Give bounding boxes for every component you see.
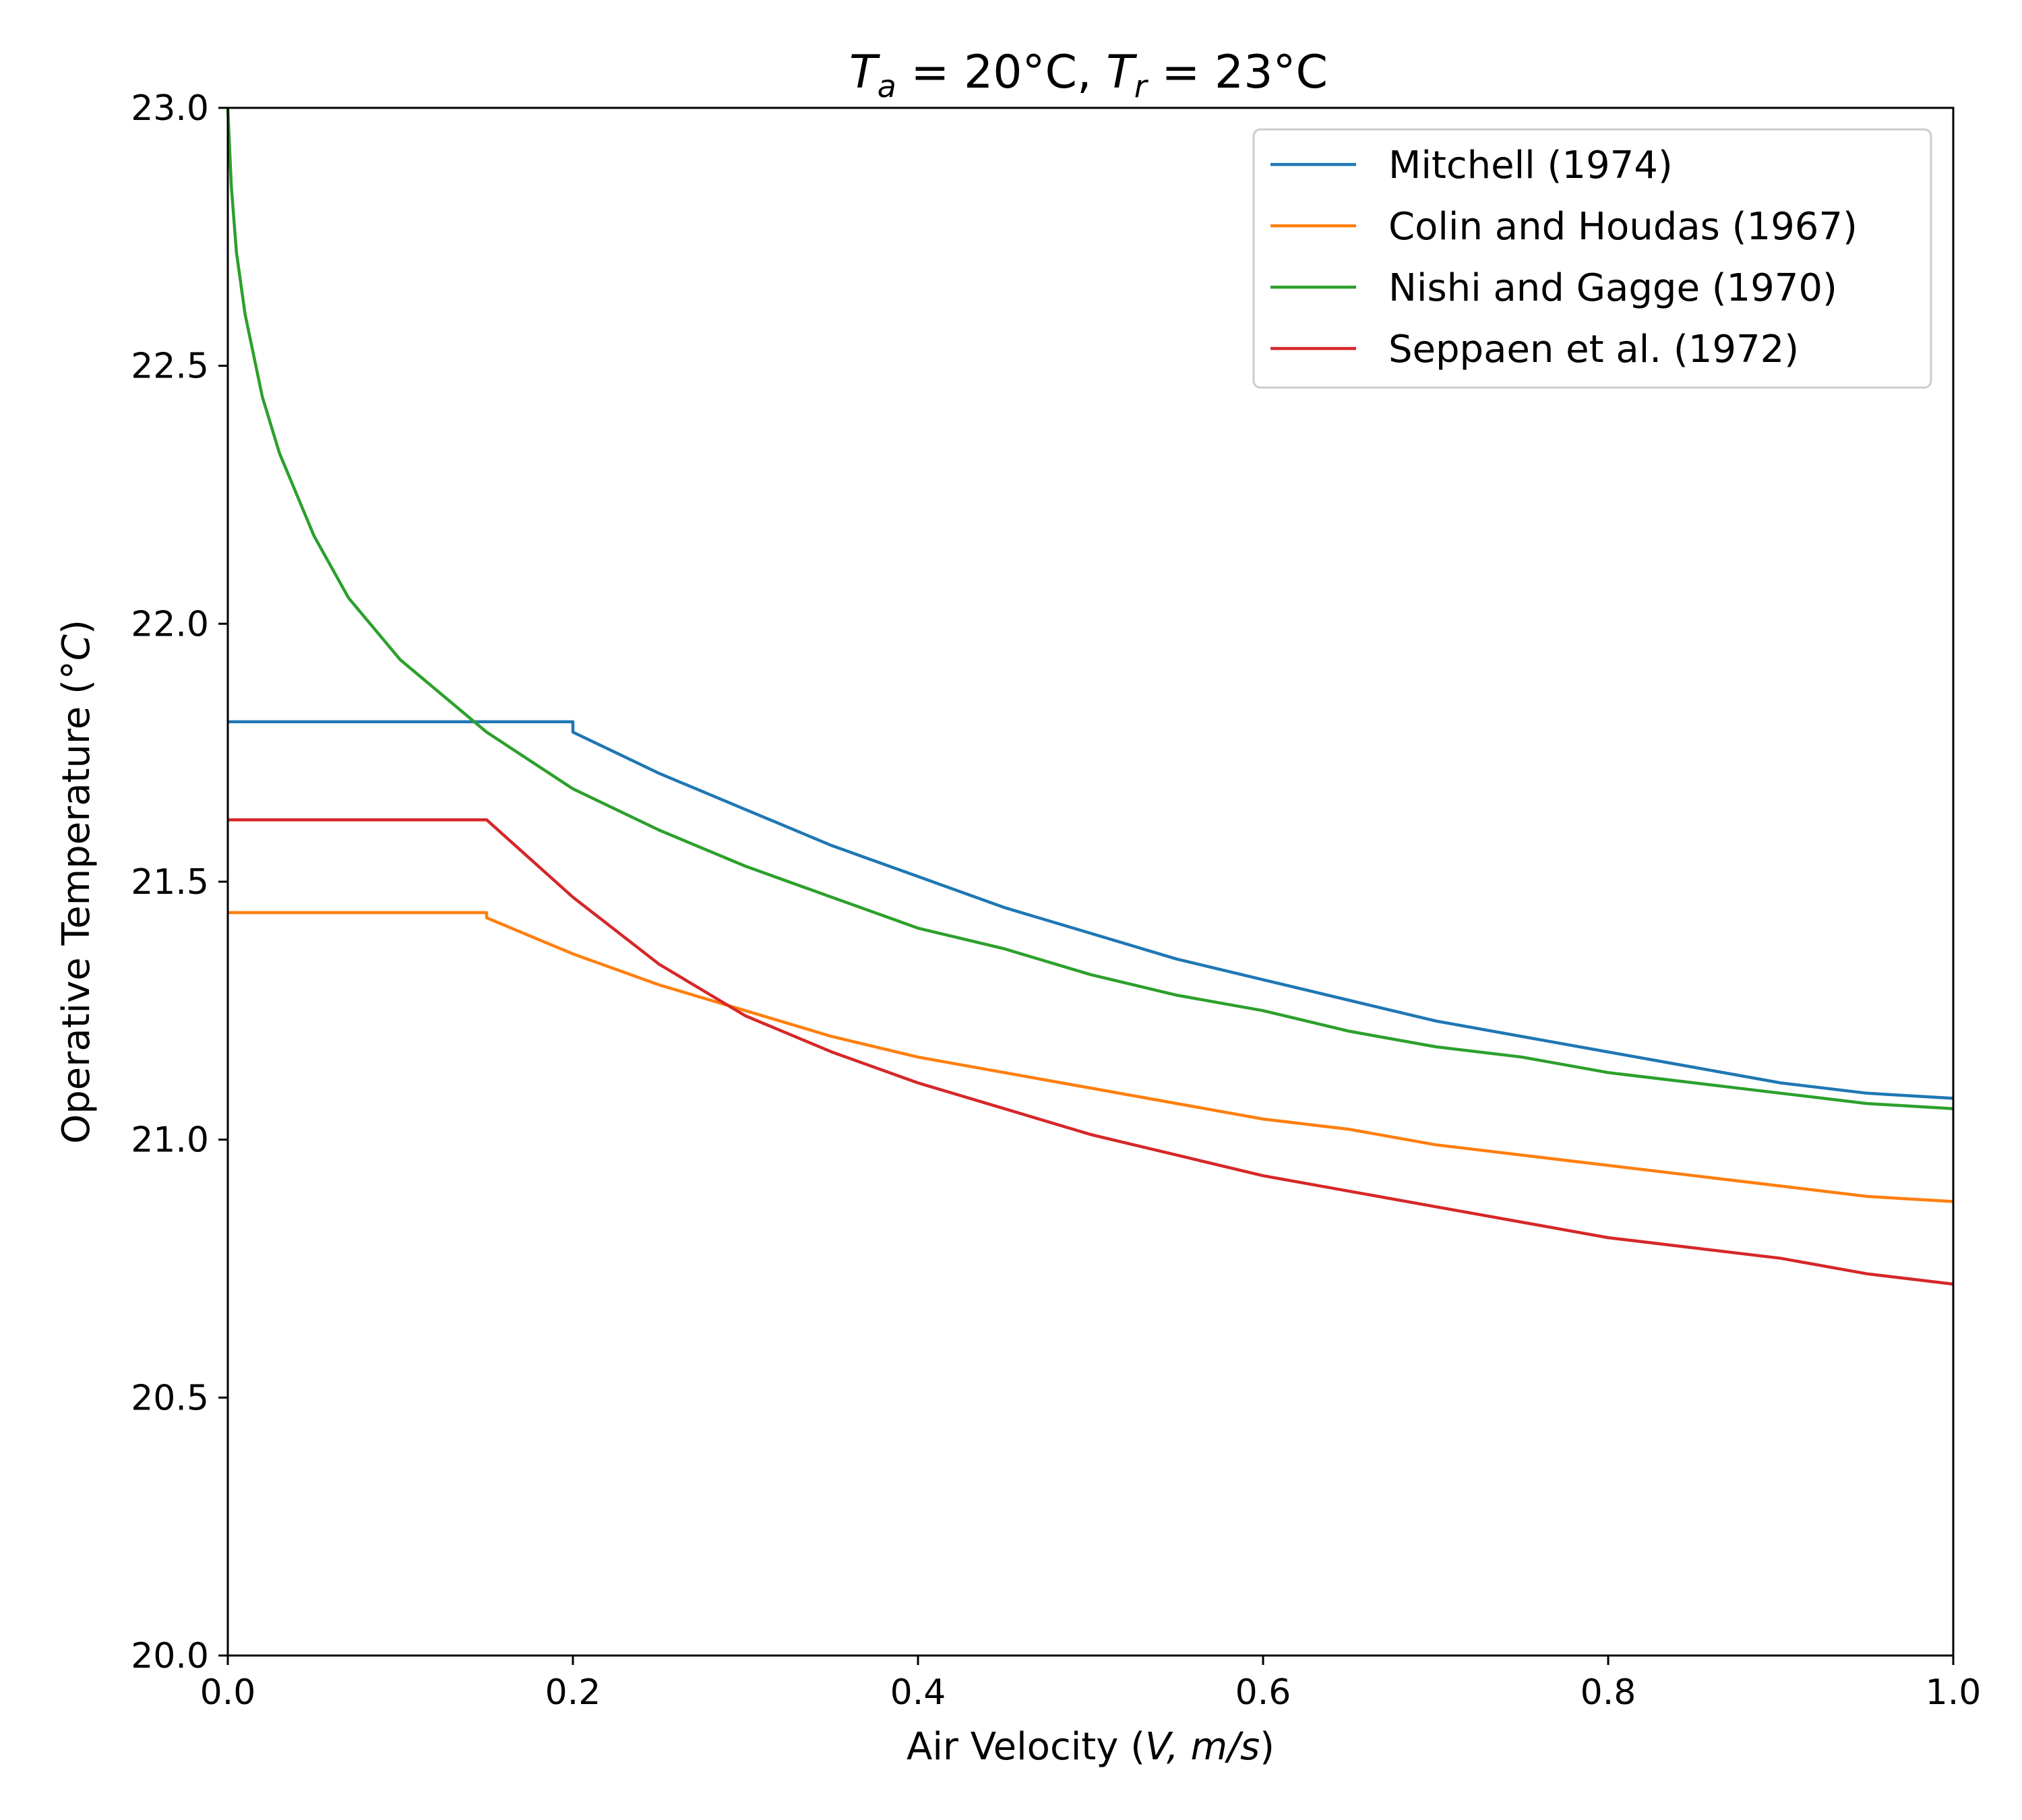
x-axis-label-prefix: Air Velocity ( (907, 1725, 1145, 1769)
x-tick-label: 0.0 (200, 1672, 256, 1713)
y-tick-label: 21.0 (131, 1120, 209, 1161)
legend: Mitchell (1974) Colin and Houdas (1967) Ni… (1252, 128, 1932, 389)
y-axis-label: Operative Temperature (°C) (55, 619, 98, 1144)
title-main2: T (1106, 46, 1137, 99)
legend-label: Colin and Houdas (1967) (1388, 205, 1858, 249)
legend-box (1252, 128, 1932, 389)
y-tick-label: 21.5 (131, 862, 209, 903)
x-axis: 0.0 0.2 0.4 0.6 0.8 1.0 (200, 1656, 1982, 1713)
legend-items: Mitchell (1974) Colin and Houdas (1967) Ni… (1270, 144, 1858, 371)
series-line-2 (228, 911, 1954, 1203)
x-axis-label: Air Velocity (V, m/s) (907, 1725, 1275, 1769)
series-line-4 (228, 818, 1954, 1286)
series-line-1 (228, 720, 1954, 1100)
x-tick-label: 0.4 (890, 1672, 946, 1713)
title-sub-a: a (878, 68, 896, 104)
y-tick-label: 22.0 (131, 604, 209, 644)
title-end: = 23°C (1147, 46, 1328, 99)
x-tick-label: 1.0 (1926, 1672, 1982, 1713)
x-tick-label: 0.8 (1581, 1672, 1636, 1713)
y-axis-label-suffix: ) (55, 619, 98, 634)
title-mid: = 20°C, (896, 46, 1106, 99)
y-tick-label: 20.5 (131, 1378, 209, 1418)
x-tick-label: 0.6 (1235, 1672, 1291, 1713)
y-tick-label: 23.0 (131, 88, 209, 129)
y-axis: 20.0 20.5 21.0 21.5 22.0 22.5 23.0 (131, 88, 228, 1676)
series-line-3 (226, 107, 1954, 1110)
y-axis-label-prefix: Operative Temperature (° (55, 661, 98, 1144)
y-tick-label: 20.0 (131, 1636, 209, 1676)
y-axis-label-var: C (55, 634, 98, 661)
legend-label: Mitchell (1974) (1388, 144, 1673, 187)
legend-label: Nishi and Gagge (1970) (1388, 266, 1837, 310)
title-sub-r: r (1134, 68, 1149, 104)
x-axis-label-var: V, m/s (1145, 1725, 1260, 1769)
x-tick-label: 0.2 (545, 1672, 601, 1713)
legend-label: Seppaen et al. (1972) (1388, 328, 1799, 371)
chart-title: Ta = 20°C, Tr = 23°C (849, 46, 1328, 104)
x-axis-label-suffix: ) (1260, 1725, 1275, 1769)
title-main: T (849, 46, 880, 99)
y-tick-label: 22.5 (131, 346, 209, 387)
series-layer (226, 107, 1954, 1286)
